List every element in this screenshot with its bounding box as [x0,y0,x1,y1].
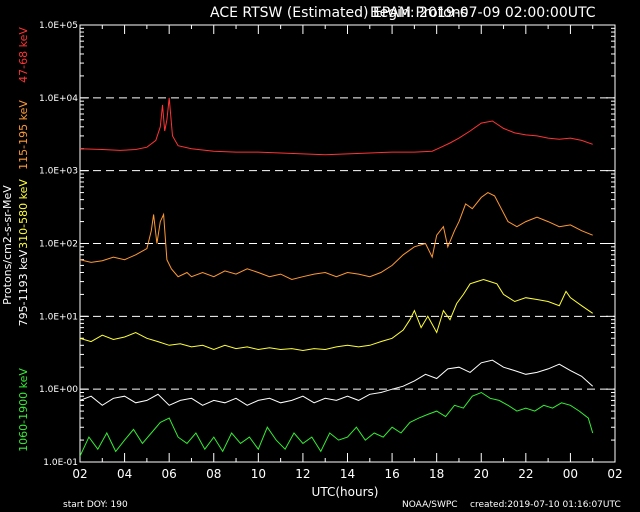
series-line-5 [80,391,594,457]
series-line-1 [80,97,593,156]
x-tick-label: 08 [206,467,221,481]
y-tick-label: 1.0E+00 [39,385,78,395]
x-axis-label: UTC(hours) [312,485,379,499]
created-time: created:2019-07-10 01:16:07UTC [470,500,621,510]
x-tick-label: 00 [563,467,578,481]
series-line-2 [80,192,593,281]
x-tick-label: 16 [384,467,399,481]
x-tick-label: 14 [340,467,355,481]
y-tick-label: 1.0E-01 [43,458,78,468]
series-label-2: 115-195 keV [17,100,30,170]
x-tick-label: 18 [429,467,444,481]
y-tick-label: 1.0E+02 [39,240,78,250]
x-tick-label: 02 [72,467,87,481]
series-line-3 [80,278,593,352]
y-tick-label: 1.0E+01 [39,312,78,322]
source-label: NOAA/SWPC [402,500,458,510]
series-line-4 [80,359,594,406]
series-label-1: 47-68 keV [17,27,30,83]
x-tick-label: 04 [117,467,132,481]
x-tick-label: 20 [474,467,489,481]
series-label-4: 795-1193 keV [17,249,30,326]
series-label-3: 310-580 keV [17,179,30,249]
begin-time: Begin: 2019-07-09 02:00:00UTC [370,5,596,21]
x-tick-label: 10 [251,467,266,481]
chart-title: ACE RTSW (Estimated) EPAM Protons [210,5,468,21]
y-tick-label: 1.0E+05 [39,21,78,31]
y-tick-label: 1.0E+04 [39,94,78,104]
start-doy: start DOY: 190 [63,500,128,510]
x-tick-label: 02 [607,467,622,481]
series-label-5: 1060-1900 keV [17,368,30,452]
y-axis-label: Protons/cm2-s-sr-MeV [1,185,14,305]
y-tick-label: 1.0E+03 [39,167,78,177]
x-tick-label: 22 [518,467,533,481]
x-tick-label: 12 [295,467,310,481]
x-tick-label: 06 [162,467,177,481]
